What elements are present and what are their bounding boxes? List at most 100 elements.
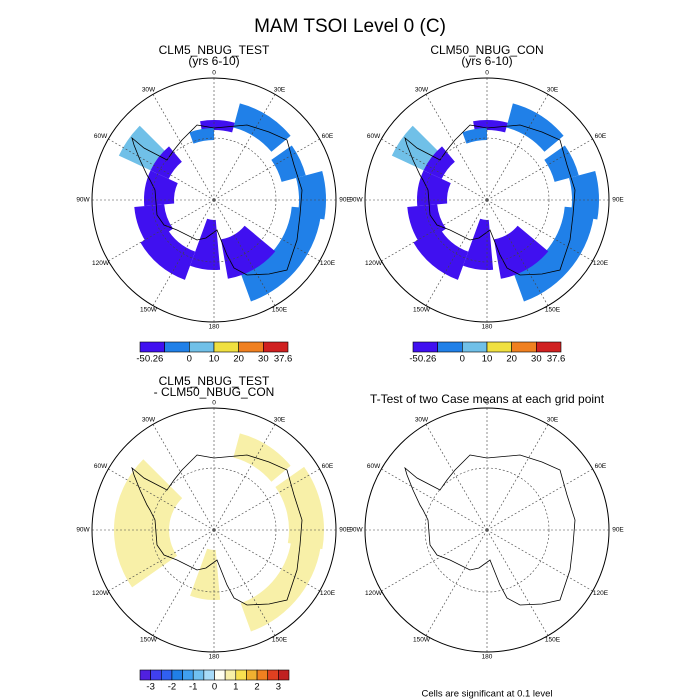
colorbar-label: -50.26 xyxy=(409,354,436,365)
longitude-label: 150W xyxy=(140,307,158,314)
colorbar-box xyxy=(238,341,264,353)
longitude-label: 30E xyxy=(547,417,559,424)
meridian xyxy=(152,424,215,531)
longitude-label: 150E xyxy=(545,307,561,314)
panel-subtitle: - CLM50_NBUG_CON xyxy=(154,385,275,399)
data-patch xyxy=(493,225,549,279)
longitude-label: 90E xyxy=(612,197,624,204)
colorbar-box xyxy=(171,669,183,681)
colorbar-box xyxy=(182,669,194,681)
colorbar-label: -2 xyxy=(168,682,176,693)
colorbar-box xyxy=(263,341,289,353)
meridian xyxy=(152,529,215,636)
colorbar-label: 1 xyxy=(233,682,238,693)
colorbar-box xyxy=(437,341,463,353)
longitude-label: 90E xyxy=(612,527,624,534)
longitude-label: 60W xyxy=(94,463,108,470)
meridian xyxy=(486,468,593,531)
longitude-label: 60W xyxy=(367,133,381,140)
data-patch xyxy=(233,103,291,152)
longitude-label: 30E xyxy=(274,87,286,94)
colorbar-label: 37.6 xyxy=(547,354,566,365)
colorbar-label: 10 xyxy=(209,354,220,365)
longitude-label: 120W xyxy=(92,590,110,597)
longitude-label: 30E xyxy=(274,417,286,424)
data-patch xyxy=(463,218,494,271)
meridian xyxy=(152,94,215,201)
colorbar-box xyxy=(246,669,258,681)
meridian xyxy=(425,424,488,531)
panel-subtitle: (yrs 6-10) xyxy=(188,54,239,68)
data-patch xyxy=(190,218,221,271)
meridian xyxy=(425,94,488,201)
colorbar-box xyxy=(278,669,290,681)
coastline xyxy=(131,124,303,276)
colorbar-label: -3 xyxy=(146,682,154,693)
colorbar-box xyxy=(267,669,279,681)
colorbar-box xyxy=(536,341,562,353)
longitude-label: 90W xyxy=(349,527,363,534)
data-patch xyxy=(118,125,169,173)
meridian xyxy=(213,529,320,592)
meridian xyxy=(381,199,488,262)
data-patch xyxy=(190,548,221,600)
meridian xyxy=(486,424,549,531)
colorbar-label: 10 xyxy=(482,354,493,365)
colorbar-box xyxy=(160,669,173,681)
meridian xyxy=(213,529,276,636)
longitude-label: 120W xyxy=(365,590,383,597)
longitude-label: 30W xyxy=(142,417,156,424)
meridian xyxy=(486,199,593,262)
figure-title: MAM TSOI Level 0 (C) xyxy=(254,16,446,37)
meridian xyxy=(152,199,215,306)
meridian xyxy=(108,529,215,592)
colorbar-box xyxy=(412,341,438,353)
meridian xyxy=(486,138,593,201)
colorbar-label: 30 xyxy=(258,354,269,365)
colorbar-box xyxy=(235,669,247,681)
panel-title: CLM5_NBUG_TEST xyxy=(159,374,270,388)
colorbar-label: -1 xyxy=(189,682,197,693)
colorbar-box xyxy=(214,669,226,681)
colorbar-label: 0 xyxy=(212,682,217,693)
meridian xyxy=(213,199,276,306)
colorbar-label: 37.6 xyxy=(274,354,293,365)
colorbar-label: -50.26 xyxy=(136,354,163,365)
meridian xyxy=(108,468,215,531)
colorbar-box xyxy=(224,669,237,681)
colorbar-box xyxy=(139,341,165,353)
meridian xyxy=(213,138,320,201)
longitude-label: 90W xyxy=(76,527,90,534)
colorbar-box xyxy=(213,341,239,353)
data-patch xyxy=(506,103,564,152)
meridian xyxy=(108,138,215,201)
longitude-label: 150E xyxy=(272,637,288,644)
longitude-label: 120W xyxy=(92,260,110,267)
longitude-label: 60W xyxy=(367,463,381,470)
longitude-label: 120W xyxy=(365,260,383,267)
panel-title: CLM50_NBUG_CON xyxy=(430,43,543,57)
meridian xyxy=(486,529,593,592)
data-patch xyxy=(271,145,306,182)
data-patch xyxy=(462,128,487,144)
colorbar-box xyxy=(164,341,190,353)
longitude-label: 150E xyxy=(272,307,288,314)
data-patch xyxy=(220,225,276,279)
colorbar-box xyxy=(150,669,162,681)
meridian xyxy=(425,529,488,636)
data-patch xyxy=(240,536,322,632)
panel-subtitle: (yrs 6-10) xyxy=(461,54,512,68)
longitude-label: 120E xyxy=(320,590,336,597)
meridian xyxy=(213,94,276,201)
colorbar-box xyxy=(511,341,537,353)
colorbar-label: 2 xyxy=(254,682,259,693)
longitude-label: 180 xyxy=(209,324,220,331)
meridian xyxy=(381,529,488,592)
data-patch xyxy=(150,146,182,179)
colorbar-label: 20 xyxy=(233,354,244,365)
longitude-label: 30E xyxy=(547,87,559,94)
longitude-label: 30W xyxy=(415,87,429,94)
footnote: Cells are significant at 0.1 level xyxy=(422,689,553,700)
coastline xyxy=(404,124,576,276)
longitude-label: 60E xyxy=(322,463,334,470)
